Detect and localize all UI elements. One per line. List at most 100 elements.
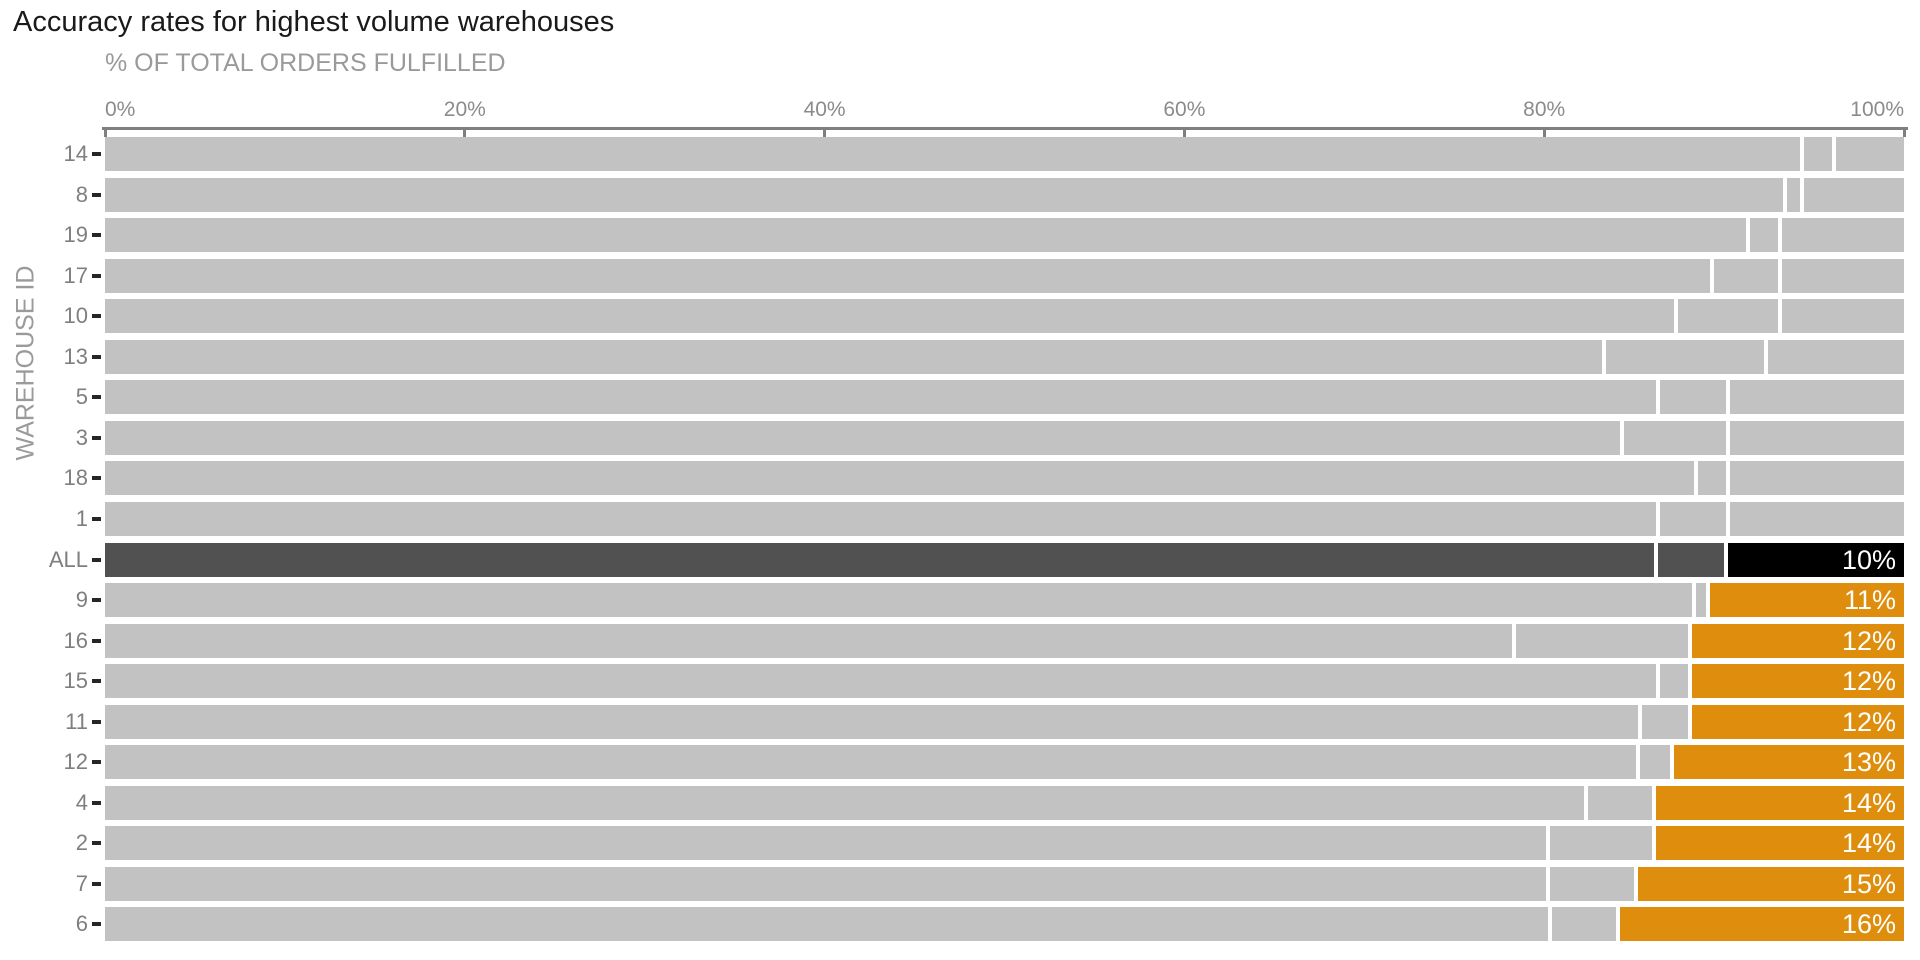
x-axis-line bbox=[102, 127, 1908, 130]
stacked-bar: 16% bbox=[105, 907, 1904, 942]
stacked-bar: 13% bbox=[105, 745, 1904, 780]
bar-segment-3 bbox=[1725, 420, 1904, 455]
y-tick-label: 15 bbox=[63, 668, 88, 694]
y-tick-label: 17 bbox=[63, 262, 88, 288]
y-tick-mark bbox=[92, 841, 101, 846]
bar-segment-1 bbox=[105, 137, 1800, 171]
bar-segment-2 bbox=[1655, 501, 1726, 536]
bar-segment-2 bbox=[1545, 866, 1635, 901]
bar-segment-1 bbox=[105, 542, 1654, 577]
x-tick-label: 80% bbox=[1523, 98, 1566, 121]
y-tick-label: 7 bbox=[75, 870, 88, 896]
bar-segment-3 bbox=[1670, 745, 1904, 780]
y-tick-label: 8 bbox=[75, 181, 88, 207]
bar-segment-2 bbox=[1637, 704, 1689, 739]
stacked-bar bbox=[105, 258, 1904, 293]
bar-segment-2 bbox=[1547, 907, 1617, 942]
bar-segment-3 bbox=[1778, 218, 1904, 253]
stacked-bar: 14% bbox=[105, 785, 1904, 820]
bar-value-label: 16% bbox=[1841, 909, 1896, 940]
bar-segment-3 bbox=[1725, 461, 1904, 496]
bar-segment-2 bbox=[1655, 380, 1726, 415]
y-tick-label: 19 bbox=[63, 222, 88, 248]
bar-segment-1 bbox=[105, 461, 1694, 496]
y-tick-label: 9 bbox=[75, 587, 88, 613]
bar-segment-2 bbox=[1545, 826, 1653, 861]
bar-segment-3 bbox=[1688, 704, 1904, 739]
bar-value-label: 12% bbox=[1841, 666, 1896, 697]
bar-segment-3 bbox=[1652, 826, 1904, 861]
bar-value-label: 12% bbox=[1841, 625, 1896, 656]
stacked-bar: 12% bbox=[105, 704, 1904, 739]
bar-value-label: 10% bbox=[1841, 544, 1896, 575]
stacked-bar bbox=[105, 420, 1904, 455]
bar-row-6: 6 16% bbox=[0, 907, 1920, 942]
y-tick-label: 12 bbox=[63, 749, 88, 775]
bar-row-2: 2 14% bbox=[0, 826, 1920, 861]
stacked-bar bbox=[105, 177, 1904, 212]
bar-segment-3 bbox=[1763, 339, 1904, 374]
bar-segment-1 bbox=[105, 299, 1674, 334]
bar-row-10: 10 bbox=[0, 299, 1920, 334]
y-tick-mark bbox=[92, 557, 101, 562]
bar-value-label: 14% bbox=[1841, 828, 1896, 859]
stacked-bar: 11% bbox=[105, 583, 1904, 618]
y-tick-label: 3 bbox=[75, 424, 88, 450]
bar-segment-2 bbox=[1799, 137, 1833, 171]
stacked-bar: 10% bbox=[105, 542, 1904, 577]
y-tick-label: 14 bbox=[63, 141, 88, 166]
y-tick-mark bbox=[92, 598, 101, 603]
bar-segment-1 bbox=[105, 258, 1710, 293]
bar-row-16: 16 12% bbox=[0, 623, 1920, 658]
bar-segment-2 bbox=[1709, 258, 1779, 293]
bar-segment-1 bbox=[105, 785, 1584, 820]
bar-row-19: 19 bbox=[0, 218, 1920, 253]
bar-row-17: 17 bbox=[0, 258, 1920, 293]
y-tick-mark bbox=[92, 395, 101, 400]
y-tick-mark bbox=[92, 638, 101, 643]
bar-segment-1 bbox=[105, 501, 1656, 536]
stacked-bar bbox=[105, 218, 1904, 253]
bar-segment-1 bbox=[105, 177, 1784, 212]
x-tick-mark bbox=[1902, 127, 1906, 137]
bar-segment-3 bbox=[1688, 623, 1904, 658]
bar-segment-3 bbox=[1725, 501, 1904, 536]
y-tick-mark bbox=[92, 233, 101, 238]
y-tick-label: 16 bbox=[63, 627, 88, 653]
y-tick-label: 13 bbox=[63, 343, 88, 369]
bar-segment-3 bbox=[1634, 866, 1904, 901]
bar-segment-1 bbox=[105, 420, 1620, 455]
bar-segment-3 bbox=[1706, 583, 1904, 618]
bar-segment-3 bbox=[1832, 137, 1904, 171]
bar-segment-2 bbox=[1783, 177, 1800, 212]
x-tick-label: 100% bbox=[1850, 98, 1904, 121]
stacked-bar bbox=[105, 339, 1904, 374]
bar-segment-2 bbox=[1653, 542, 1725, 577]
stacked-bar: 15% bbox=[105, 866, 1904, 901]
bar-row-7: 7 15% bbox=[0, 866, 1920, 901]
x-tick-label: 60% bbox=[1163, 98, 1206, 121]
bar-segment-3 bbox=[1652, 785, 1904, 820]
x-tick-label: 0% bbox=[105, 98, 136, 121]
bar-segment-3 bbox=[1725, 380, 1904, 415]
bar-row-9: 9 11% bbox=[0, 583, 1920, 618]
y-tick-mark bbox=[92, 679, 101, 684]
y-tick-label: 11 bbox=[65, 708, 88, 734]
bar-segment-1 bbox=[105, 623, 1512, 658]
bar-segment-1 bbox=[105, 218, 1746, 253]
y-tick-mark bbox=[92, 192, 101, 197]
bar-row-8: 8 bbox=[0, 177, 1920, 212]
bar-value-label: 13% bbox=[1841, 747, 1896, 778]
y-tick-mark bbox=[92, 354, 101, 359]
bar-segment-2 bbox=[1583, 785, 1653, 820]
stacked-bar bbox=[105, 461, 1904, 496]
bar-segment-1 bbox=[105, 907, 1548, 942]
bar-value-label: 15% bbox=[1841, 868, 1896, 899]
bar-row-5: 5 bbox=[0, 380, 1920, 415]
stacked-bar bbox=[105, 137, 1904, 171]
bar-segment-1 bbox=[105, 380, 1656, 415]
y-tick-mark bbox=[92, 881, 101, 886]
bar-segment-1 bbox=[105, 583, 1692, 618]
bar-segment-2 bbox=[1619, 420, 1726, 455]
